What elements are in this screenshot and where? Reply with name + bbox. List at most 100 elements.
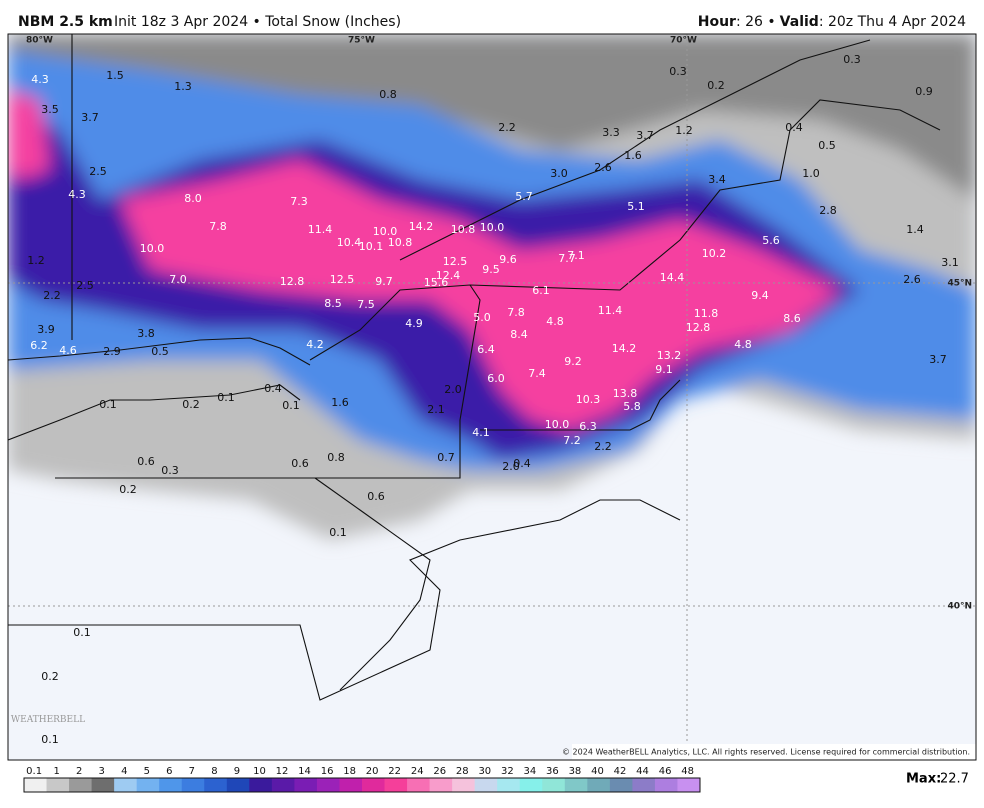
- colorbar-label: 42: [614, 766, 627, 777]
- snow-label: 10.0: [480, 221, 505, 234]
- snow-label: 0.2: [182, 398, 200, 411]
- snow-label: 0.9: [915, 85, 933, 98]
- snow-label: 11.4: [308, 223, 333, 236]
- snow-label: 10.4: [337, 236, 362, 249]
- snow-label: 2.0: [444, 383, 462, 396]
- colorbar-cell: [24, 778, 48, 792]
- snow-label: 1.6: [331, 396, 349, 409]
- snow-label: 8.4: [510, 328, 528, 341]
- snow-label: 4.9: [405, 317, 423, 330]
- colorbar-cell: [542, 778, 566, 792]
- watermark: WEATHERBELL: [11, 715, 85, 725]
- snow-label: 3.8: [137, 327, 155, 340]
- valid-value: : 20z Thu 4 Apr 2024: [819, 14, 966, 30]
- lat-label: 45°N: [947, 279, 972, 289]
- colorbar-cell: [497, 778, 521, 792]
- snow-label: 4.1: [472, 426, 490, 439]
- colorbar-label: 20: [366, 766, 379, 777]
- snow-label: 6.2: [30, 339, 48, 352]
- snow-label: 6.4: [477, 343, 495, 356]
- snow-label: 7.0: [169, 273, 187, 286]
- snow-label: 3.0: [550, 167, 568, 180]
- snow-label: 10.0: [545, 418, 570, 431]
- snow-label: 10.8: [388, 236, 413, 249]
- map: 4.3 1.5 1.3 0.8 0.3 0.3 0.2 0.9 3.5 3.7 2.2 3.3 3.7 1…: [8, 34, 976, 760]
- colorbar-cell: [452, 778, 476, 792]
- snow-label: 9.5: [482, 263, 500, 276]
- snow-label: 6.0: [487, 372, 505, 385]
- snow-label: 4.2: [306, 338, 324, 351]
- colorbar-cell: [136, 778, 160, 792]
- snow-label: 3.3: [602, 126, 620, 139]
- snow-label: 13.8: [613, 387, 638, 400]
- snow-label: 1.5: [106, 69, 124, 82]
- snow-label: 2.1: [427, 403, 445, 416]
- colorbar-label: 44: [636, 766, 649, 777]
- snow-label: 3.1: [941, 256, 959, 269]
- colorbar-cell: [587, 778, 611, 792]
- run-info: Init 18z 3 Apr 2024 • Total Snow (Inches…: [114, 14, 401, 30]
- snow-label: 12.5: [443, 255, 468, 268]
- snow-label: 0.3: [161, 464, 179, 477]
- snow-label: 7.7: [558, 252, 576, 265]
- snow-label: 12.4: [436, 269, 461, 282]
- colorbar-label: 40: [591, 766, 604, 777]
- snow-label: 5.1: [627, 200, 645, 213]
- snow-label: 8.6: [783, 312, 801, 325]
- colorbar-label: 46: [659, 766, 672, 777]
- snow-label: 10.0: [140, 242, 165, 255]
- snow-label: 9.1: [655, 363, 673, 376]
- max-value: 22.7: [940, 772, 969, 787]
- snow-label: 5.6: [762, 234, 780, 247]
- snow-label: 4.8: [546, 315, 564, 328]
- snow-label: 14.2: [409, 220, 434, 233]
- colorbar-label: 10: [253, 766, 266, 777]
- snow-label: 0.7: [437, 451, 455, 464]
- snow-label: 0.1: [282, 399, 300, 412]
- colorbar-frame: [23, 777, 701, 793]
- colorbar-label: 9: [234, 766, 240, 777]
- colorbar-cell: [564, 778, 588, 792]
- colorbar-label: 28: [456, 766, 469, 777]
- colorbar-cell: [294, 778, 318, 792]
- snow-label: 0.6: [137, 455, 155, 468]
- snow-label: 7.1: [567, 249, 585, 262]
- valid-info: Hour: 26 • Valid: 20z Thu 4 Apr 2024: [698, 14, 966, 30]
- colorbar-label: 2: [76, 766, 82, 777]
- hour-value: : 26 •: [736, 14, 776, 30]
- colorbar-label: 12: [276, 766, 289, 777]
- snow-label: 3.5: [41, 103, 59, 116]
- colorbar-cell: [91, 778, 115, 792]
- snow-label: 0.6: [291, 457, 309, 470]
- snow-label: 10.1: [359, 240, 384, 253]
- colorbar-cell: [362, 778, 386, 792]
- colorbar-label: 1: [53, 766, 59, 777]
- snow-label: 2.6: [594, 161, 612, 174]
- snow-label: 1.3: [174, 80, 192, 93]
- colorbar-label: 7: [189, 766, 195, 777]
- snow-label: 7.3: [290, 195, 308, 208]
- colorbar-cell: [249, 778, 273, 792]
- lat-label: 40°N: [947, 602, 972, 612]
- colorbar-cell: [519, 778, 543, 792]
- snow-label: 3.7: [929, 353, 947, 366]
- copyright-box: [572, 744, 976, 760]
- snow-label: 0.1: [329, 526, 347, 539]
- colorbar-label: 5: [144, 766, 150, 777]
- colorbar-cell: [159, 778, 183, 792]
- colorbar-cell: [69, 778, 93, 792]
- snow-label: 0.4: [785, 121, 803, 134]
- snow-label: 7.8: [209, 220, 227, 233]
- colorbar-cell: [339, 778, 363, 792]
- snow-label: 0.5: [818, 139, 836, 152]
- colorbar-cell: [181, 778, 205, 792]
- snow-label: 0.4: [513, 457, 531, 470]
- colorbar-cell: [677, 778, 701, 792]
- colorbar-label: 36: [546, 766, 559, 777]
- snow-label: 2.0: [502, 460, 520, 473]
- snow-label: 3.7: [636, 129, 654, 142]
- snow-label: 9.7: [375, 275, 393, 288]
- value-labels: 4.3 1.5 1.3 0.8 0.3 0.3 0.2 0.9 3.5 3.7 2.2 3.3 3.7 1…: [27, 53, 959, 746]
- snow-label: 2.6: [903, 273, 921, 286]
